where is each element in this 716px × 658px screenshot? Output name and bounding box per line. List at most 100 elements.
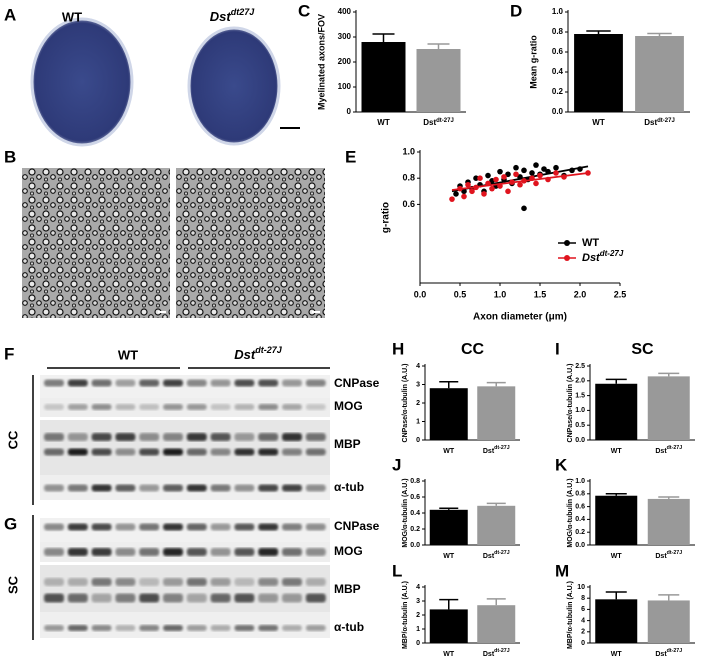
y-tick-label: 0.0	[552, 107, 564, 116]
blot-band	[91, 548, 112, 556]
blot-band	[44, 523, 64, 531]
blot-strip	[40, 612, 330, 638]
blot-band	[210, 593, 231, 603]
point	[505, 171, 511, 178]
panel-letter: A	[4, 5, 16, 24]
category-label: Dst	[655, 651, 667, 658]
y-tick-label: 0	[347, 107, 352, 116]
point	[493, 176, 499, 183]
blot-row-label: α-tub	[334, 620, 364, 634]
blot-band	[115, 625, 136, 631]
label: Dstdt27J	[210, 7, 255, 24]
blot-row-label: CNPase	[334, 376, 380, 390]
category-label: Dst	[644, 118, 657, 127]
blot-band	[234, 448, 255, 456]
category-superscript: dt-27J	[494, 446, 510, 452]
blot-band	[305, 433, 326, 441]
blot-band	[91, 593, 112, 603]
blot-band	[67, 448, 88, 456]
blot-band	[258, 625, 279, 631]
y-tick-label: 0.0	[575, 437, 585, 444]
blot-band	[67, 404, 88, 410]
blot-band	[115, 433, 136, 441]
blot-strip	[40, 565, 330, 612]
blot-band	[139, 404, 160, 410]
blot-band	[163, 625, 183, 631]
blot-band	[234, 433, 255, 441]
label-superscript: dt-27J	[255, 345, 283, 355]
y-tick-label: 0	[416, 640, 420, 647]
bar	[429, 609, 468, 643]
blot-band	[186, 578, 207, 586]
y-tick-label: 0.8	[402, 173, 415, 183]
blot-band	[44, 433, 64, 441]
category-label: WT	[611, 651, 623, 658]
legend-label: Dstdt-27J	[582, 249, 624, 264]
label: Dst	[210, 9, 232, 24]
category-label: Dstdt-27J	[483, 446, 510, 455]
legend-marker	[564, 240, 570, 246]
region-label: CC	[5, 430, 20, 449]
y-tick-label: 2.5	[575, 363, 585, 370]
blot-band	[210, 379, 231, 387]
blot-band	[234, 548, 255, 556]
y-tick-label: 0.0	[410, 542, 420, 549]
point	[541, 166, 547, 172]
blot-band	[305, 484, 326, 492]
y-tick-label: 0.6	[402, 199, 415, 209]
blot-band	[186, 548, 207, 556]
region-label: SC	[5, 575, 20, 594]
blot-band	[91, 448, 112, 456]
y-axis-label: Myelinated axons/FOV	[316, 14, 326, 110]
point	[505, 188, 511, 195]
panel-letter: I	[555, 339, 560, 358]
blot-band	[258, 433, 279, 441]
x-tick-label: 2.5	[614, 289, 627, 299]
blot-band	[210, 484, 231, 492]
label: Dstdt-27J	[234, 345, 282, 362]
category-label: WT	[611, 448, 623, 455]
category-superscript: dt-27J	[494, 649, 510, 655]
bar	[477, 605, 516, 643]
x-tick-label: 0.0	[414, 289, 427, 299]
blot-band	[305, 404, 326, 410]
blot-band	[282, 484, 302, 492]
x-tick-label: 1.0	[494, 289, 507, 299]
blot-band	[91, 625, 112, 631]
y-tick-label: 0.6	[410, 494, 420, 501]
blot-band	[234, 379, 255, 387]
category-label: WT	[443, 651, 455, 658]
blot-band	[210, 404, 231, 410]
bar	[595, 495, 638, 545]
blot-band	[67, 625, 88, 631]
blot-band	[163, 578, 183, 586]
blot-band	[67, 593, 88, 603]
panel-letter: C	[298, 1, 310, 20]
blot-row-label: MBP	[334, 437, 361, 451]
y-tick-label: 4	[416, 584, 420, 591]
blot-band	[139, 578, 160, 586]
y-tick-label: 0.2	[410, 526, 420, 533]
blot-band	[282, 523, 302, 531]
category-label: Dstdt-27J	[655, 649, 682, 658]
point	[481, 191, 487, 197]
fit-line	[451, 172, 589, 191]
blot-band	[115, 593, 136, 603]
y-tick-label: 1.0	[575, 407, 585, 414]
blot-band	[282, 404, 302, 410]
y-axis-label: MOG/α-tubulin (A.U.)	[402, 478, 409, 547]
y-tick-label: 2	[581, 629, 585, 636]
blot-row-label: MOG	[334, 544, 363, 558]
y-tick-label: 2	[416, 612, 420, 619]
y-tick-label: 0.8	[575, 491, 585, 498]
bar	[647, 376, 690, 440]
y-tick-label: 2	[416, 400, 420, 407]
point	[477, 175, 483, 181]
bar	[361, 42, 406, 112]
blot-band	[305, 593, 326, 603]
blot-band	[139, 379, 160, 387]
point	[553, 170, 559, 176]
blot-band	[139, 593, 160, 603]
blot-row-label: CNPase	[334, 519, 380, 533]
blot-band	[91, 379, 112, 387]
